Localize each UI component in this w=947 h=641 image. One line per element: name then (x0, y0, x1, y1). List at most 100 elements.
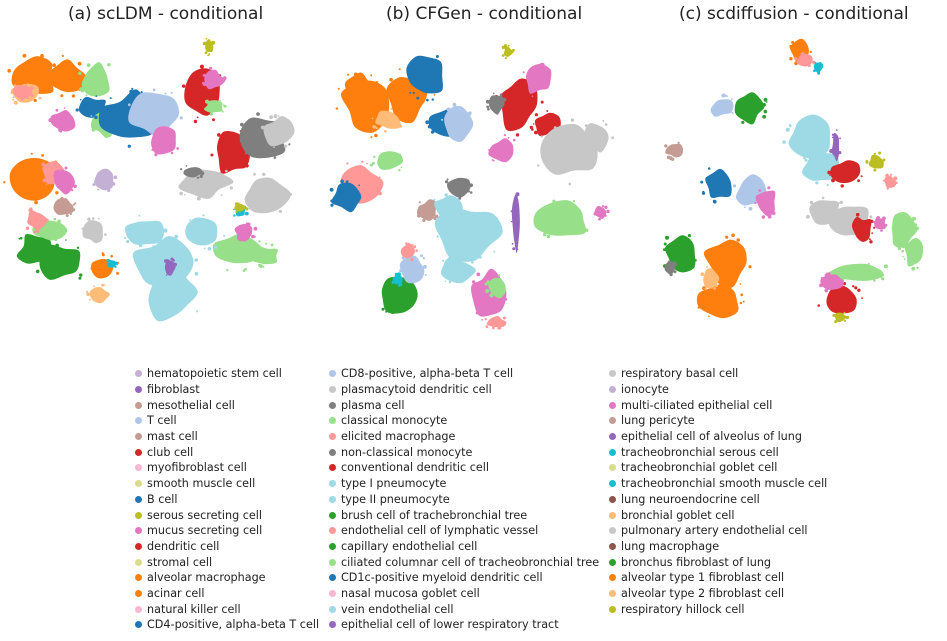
legend-label: tracheobronchial smooth muscle cell (621, 477, 828, 491)
cluster-point (72, 203, 75, 206)
cluster-point (61, 54, 64, 57)
cluster-blob (11, 56, 54, 94)
cluster-point (494, 216, 496, 218)
legend-item: serous secreting cell (135, 507, 319, 523)
cluster-point (152, 88, 156, 92)
legend-item: bronchus fibroblast of lung (609, 554, 827, 570)
cluster-point (20, 98, 24, 101)
cluster-point (430, 130, 434, 134)
cluster-point (223, 234, 226, 237)
cluster-point (486, 280, 490, 284)
cluster-point (375, 126, 378, 130)
cluster-point (677, 141, 680, 145)
cluster-blob (416, 199, 438, 221)
cluster-point (665, 235, 669, 240)
cluster-point (903, 258, 906, 261)
cluster-point (57, 219, 61, 224)
cluster-point (572, 199, 576, 203)
cluster-point (422, 257, 425, 260)
cluster-point (880, 229, 883, 232)
cluster-point (829, 149, 834, 153)
cluster-point (95, 95, 98, 97)
cluster-point (489, 293, 494, 298)
legend-item: alveolar type 2 fibroblast cell (609, 586, 827, 602)
cluster-point (372, 161, 375, 165)
cluster-point (499, 93, 503, 96)
legend-label: dendritic cell (147, 539, 220, 553)
legend-label: club cell (147, 445, 194, 459)
legend-swatch (329, 527, 336, 535)
cluster-point (791, 40, 795, 44)
cluster-blob (796, 53, 813, 67)
cluster-point (75, 108, 79, 112)
cluster-point (553, 126, 557, 130)
cluster-point (464, 256, 468, 261)
cluster-point (425, 120, 430, 125)
cluster-point (27, 97, 30, 100)
legend-swatch (609, 417, 616, 425)
cluster-point (47, 246, 49, 249)
cluster-blob (263, 116, 295, 147)
cluster-point (741, 120, 745, 124)
cluster-point (202, 81, 205, 85)
cluster-point (358, 184, 360, 186)
cluster-point (405, 242, 408, 245)
cluster-point (366, 162, 368, 165)
cluster-point (789, 45, 793, 48)
cluster-point (209, 112, 213, 116)
cluster-point (445, 180, 449, 184)
legend-label: alveolar type 1 fibroblast cell (621, 571, 785, 585)
cluster-blob (788, 114, 830, 159)
legend-swatch (609, 433, 616, 441)
legend-label: ionocyte (621, 383, 669, 397)
cluster-point (47, 182, 50, 185)
cluster-point (664, 144, 668, 148)
cluster-blob (892, 212, 918, 248)
cluster-blob (705, 168, 732, 199)
legend-item: alveolar macrophage (135, 570, 319, 586)
cluster-point (278, 115, 280, 117)
cluster-point (700, 180, 704, 184)
legend-column-2: CD8-positive, alpha-beta T cell plasmacyt… (329, 366, 599, 633)
cluster-point (29, 207, 33, 211)
legend-swatch (329, 558, 336, 566)
cluster-blob (874, 217, 886, 230)
cluster-point (819, 283, 823, 288)
cluster-point (602, 120, 605, 122)
cluster-point (697, 306, 700, 309)
cluster-point (127, 144, 131, 148)
cluster-point (55, 191, 59, 195)
cluster-point (223, 104, 227, 108)
cluster-point (172, 259, 175, 262)
cluster-blob (375, 110, 401, 129)
legend-item: brush cell of trachebronchial tree (329, 507, 599, 523)
cluster-point (74, 202, 77, 205)
cluster-point (876, 216, 880, 220)
cluster-point (537, 164, 540, 167)
cluster-blob (664, 261, 676, 275)
cluster-point (867, 262, 870, 265)
cluster-blob (164, 259, 176, 276)
cluster-point (824, 288, 829, 293)
legend-label: capillary endothelial cell (341, 539, 478, 553)
cluster-point (739, 283, 742, 285)
cluster-point (110, 254, 113, 258)
cluster-point (184, 194, 186, 196)
cluster-point (458, 196, 462, 200)
cluster-point (469, 183, 473, 187)
cluster-point (673, 270, 677, 274)
cluster-point (708, 315, 710, 318)
legend-label: vein endothelial cell (341, 602, 454, 616)
cluster-point (669, 273, 673, 277)
cluster-point (45, 218, 49, 222)
cluster-point (288, 143, 291, 146)
cluster-point (12, 96, 15, 99)
cluster-point (491, 159, 494, 161)
cluster-point (515, 192, 520, 197)
cluster-point (486, 105, 490, 109)
cluster-point (831, 133, 835, 136)
cluster-point (260, 125, 265, 130)
cluster-blob (151, 126, 176, 155)
cluster-point (170, 91, 173, 94)
cluster-point (24, 84, 27, 86)
